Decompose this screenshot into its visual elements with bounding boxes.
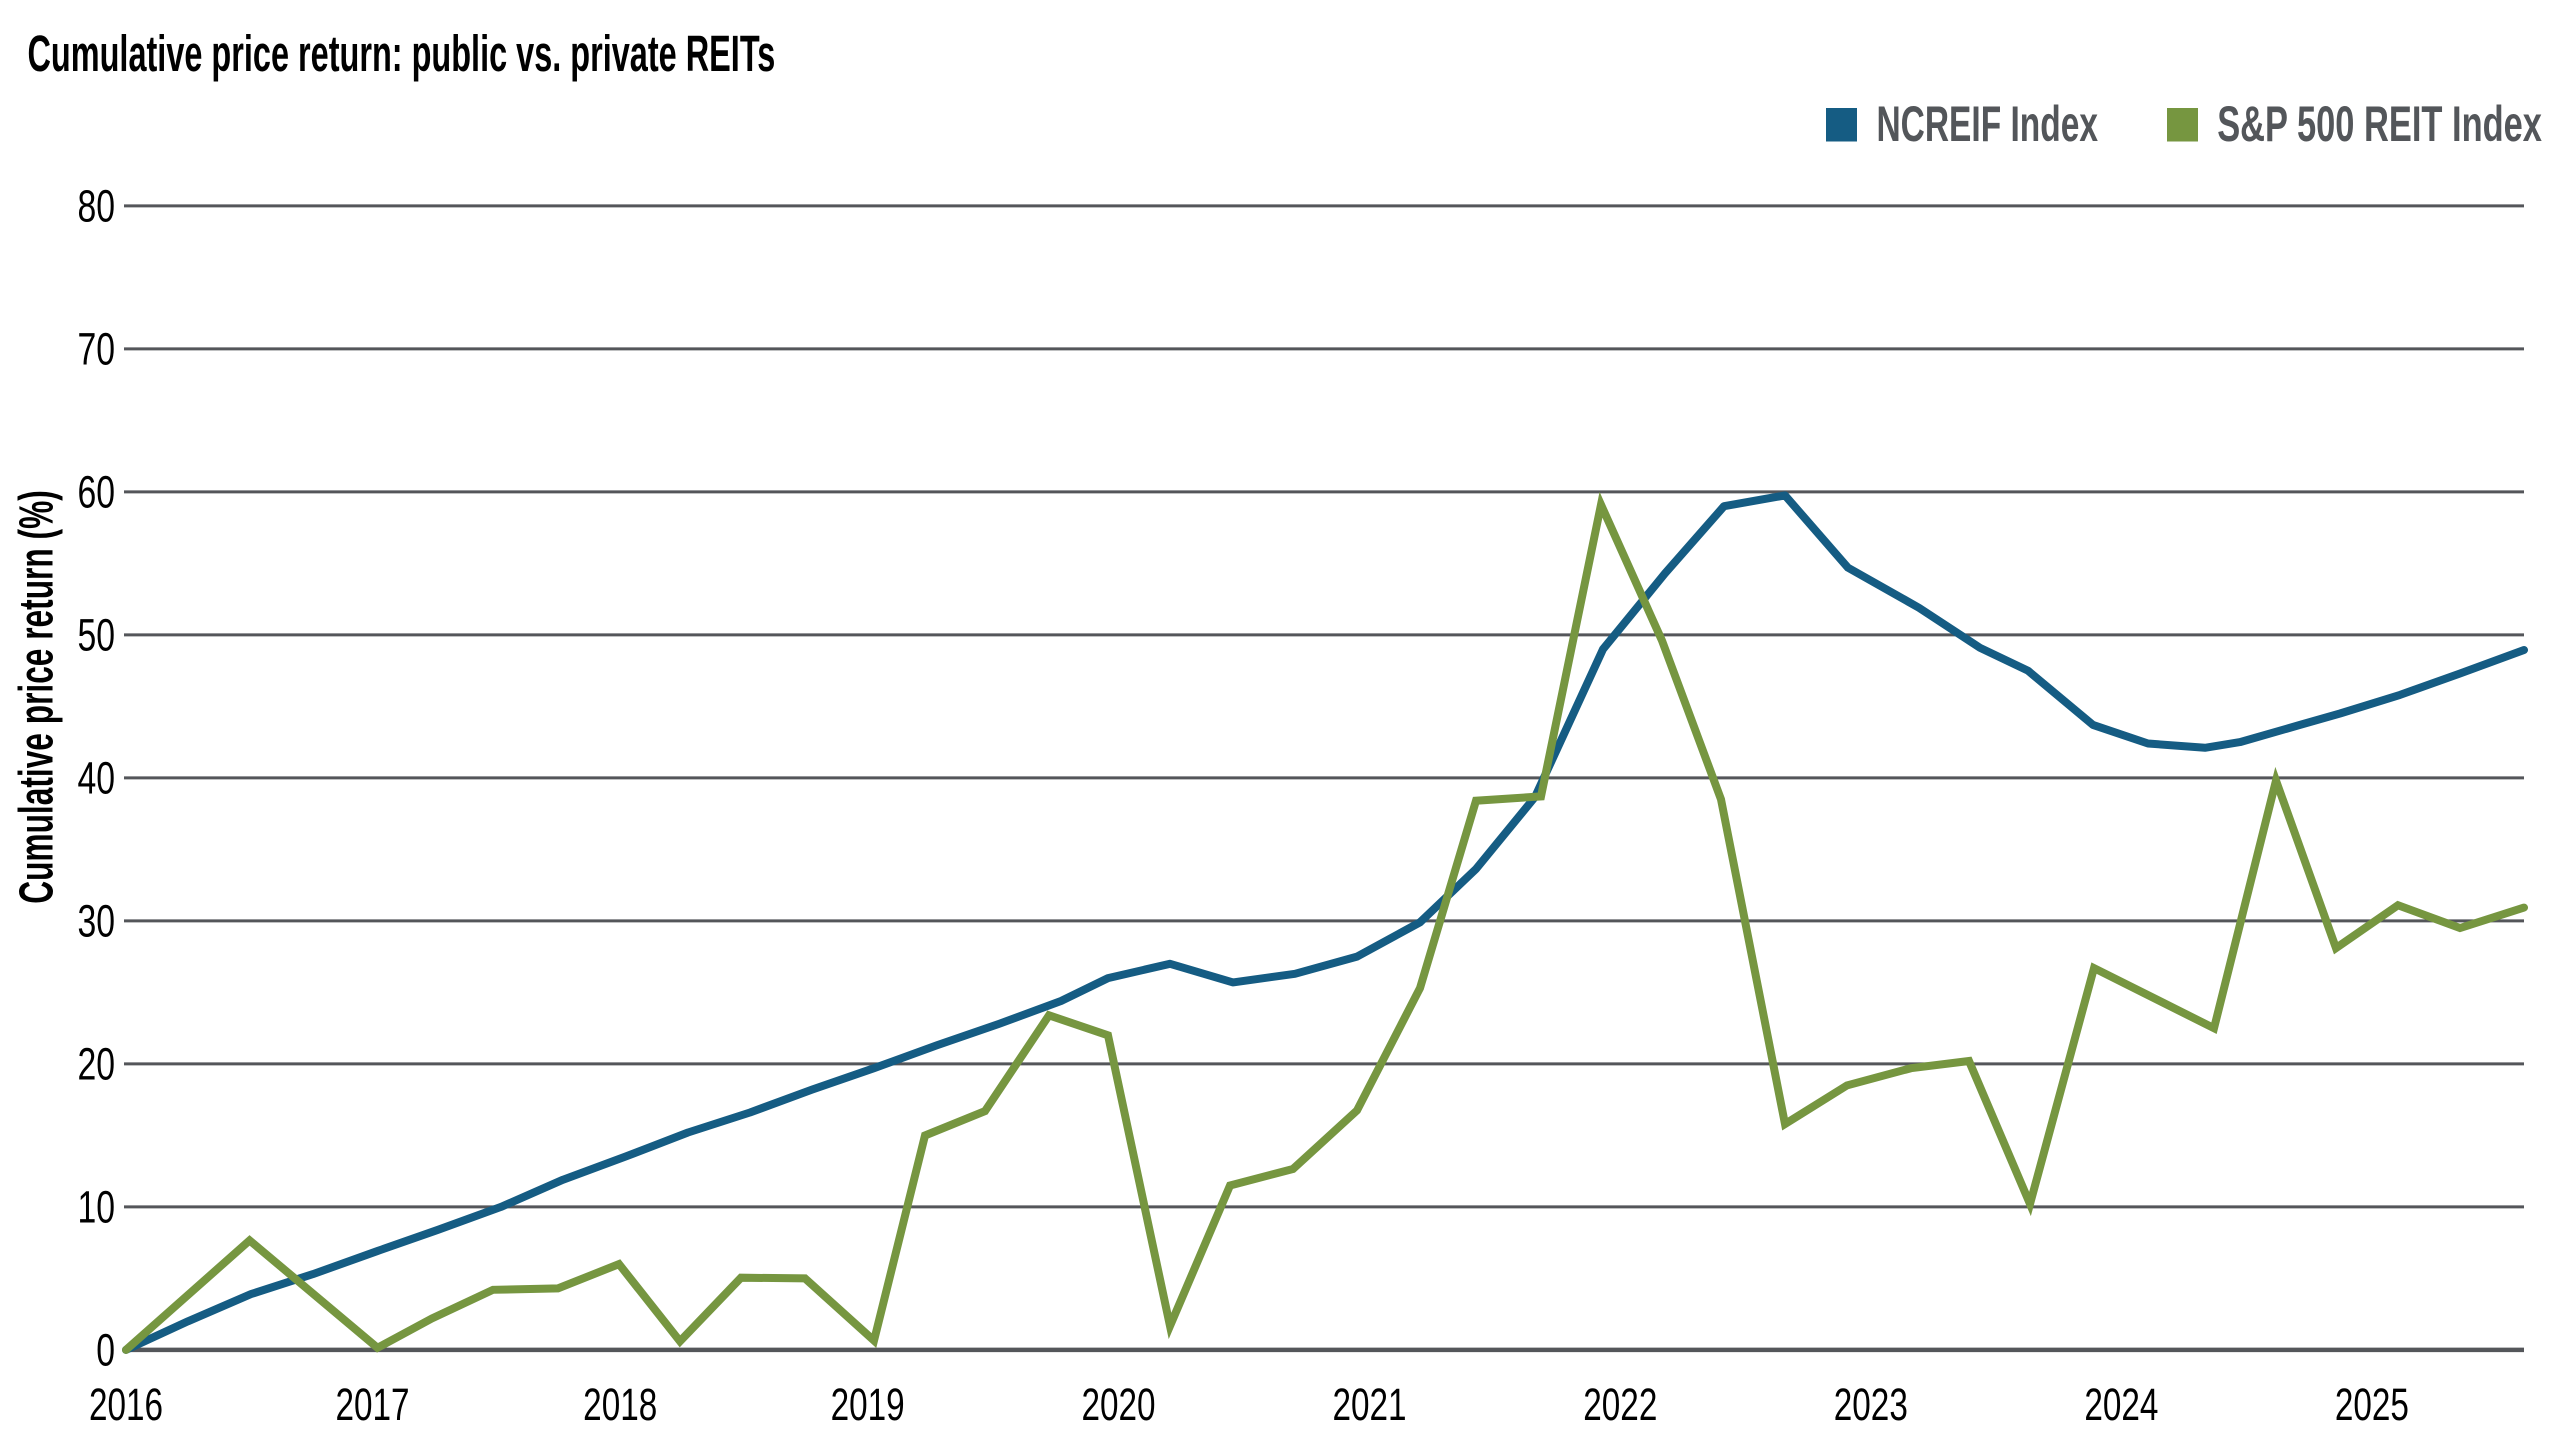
svg-text:2019: 2019 [831,1380,905,1430]
svg-text:30: 30 [77,897,115,947]
svg-text:2024: 2024 [2084,1380,2158,1430]
svg-text:2023: 2023 [1834,1380,1908,1430]
svg-text:2017: 2017 [335,1380,409,1430]
svg-text:0: 0 [96,1326,115,1376]
svg-text:2025: 2025 [2335,1380,2409,1430]
svg-text:50: 50 [77,611,115,661]
svg-text:2018: 2018 [583,1380,657,1430]
svg-text:S&P 500 REIT Index: S&P 500 REIT Index [2217,97,2542,153]
svg-text:NCREIF Index: NCREIF Index [1877,97,2099,153]
svg-text:2022: 2022 [1583,1380,1657,1430]
svg-text:60: 60 [77,468,115,518]
svg-text:40: 40 [77,754,115,804]
svg-text:2016: 2016 [89,1380,163,1430]
svg-text:20: 20 [77,1040,115,1090]
svg-text:10: 10 [77,1183,115,1233]
svg-text:2020: 2020 [1081,1380,1155,1430]
svg-text:2021: 2021 [1332,1380,1406,1430]
svg-text:Cumulative price return (%): Cumulative price return (%) [9,490,63,904]
svg-text:70: 70 [77,325,115,375]
svg-text:80: 80 [77,182,115,232]
svg-text:Cumulative price return: publi: Cumulative price return: public vs. priv… [28,26,776,83]
